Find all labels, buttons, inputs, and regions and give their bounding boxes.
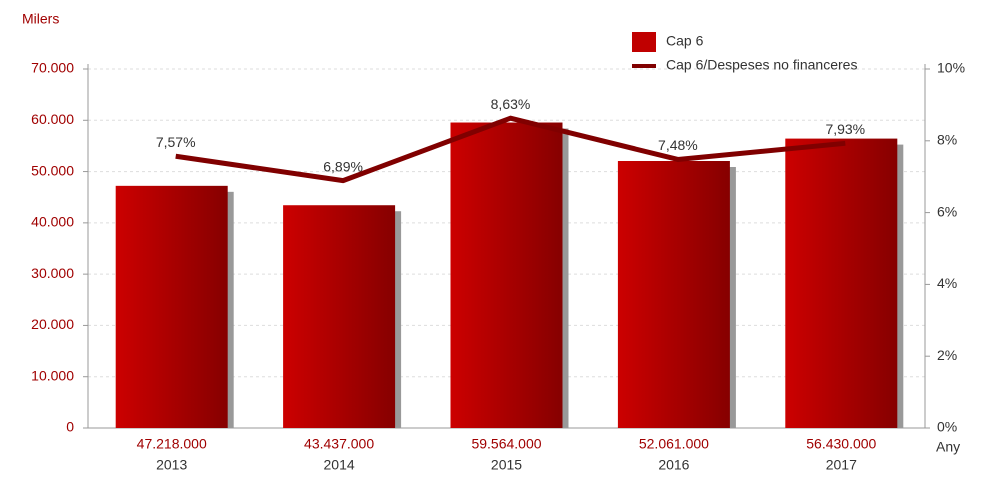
- line-value-label: 7,48%: [658, 137, 698, 153]
- bar-value-label: 59.564.000: [471, 436, 541, 452]
- line-value-label: 8,63%: [491, 96, 531, 112]
- y-tick-label: 30.000: [31, 265, 74, 281]
- bar: [115, 185, 228, 428]
- y2-tick-label: 8%: [937, 132, 957, 148]
- bar-value-label: 52.061.000: [639, 436, 709, 452]
- line-value-label: 7,57%: [156, 134, 196, 150]
- y-tick-label: 40.000: [31, 214, 74, 230]
- y2-tick-label: 0%: [937, 419, 957, 435]
- y2-tick-label: 10%: [937, 60, 965, 76]
- line-value-label: 6,89%: [323, 158, 363, 174]
- x-axis-label: Any: [936, 439, 960, 455]
- x-tick-label: 2015: [491, 457, 522, 473]
- y-axis-label: Milers: [22, 11, 59, 27]
- x-tick-label: 2016: [658, 457, 689, 473]
- line: [175, 115, 846, 184]
- legend-swatch: [632, 32, 656, 52]
- legend-label: Cap 6: [666, 33, 704, 49]
- x-tick-label: 2013: [156, 457, 187, 473]
- y2-tick-label: 4%: [937, 275, 957, 291]
- bar-value-label: 43.437.000: [304, 436, 374, 452]
- y-tick-label: 50.000: [31, 162, 74, 178]
- line-value-label: 7,93%: [825, 121, 865, 137]
- legend-label: Cap 6/Despeses no financeres: [666, 57, 857, 73]
- bar-value-label: 56.430.000: [806, 436, 876, 452]
- x-tick-label: 2017: [826, 457, 857, 473]
- y-tick-label: 70.000: [31, 60, 74, 76]
- y-tick-label: 10.000: [31, 367, 74, 383]
- bar: [450, 122, 563, 428]
- bar: [785, 138, 898, 428]
- y-tick-label: 0: [66, 419, 74, 435]
- y-tick-label: 60.000: [31, 111, 74, 127]
- y2-tick-label: 6%: [937, 203, 957, 219]
- y-tick-label: 20.000: [31, 316, 74, 332]
- bar-value-label: 47.218.000: [137, 436, 207, 452]
- bar: [283, 205, 396, 428]
- bar: [617, 161, 730, 428]
- x-tick-label: 2014: [324, 457, 355, 473]
- y2-tick-label: 2%: [937, 347, 957, 363]
